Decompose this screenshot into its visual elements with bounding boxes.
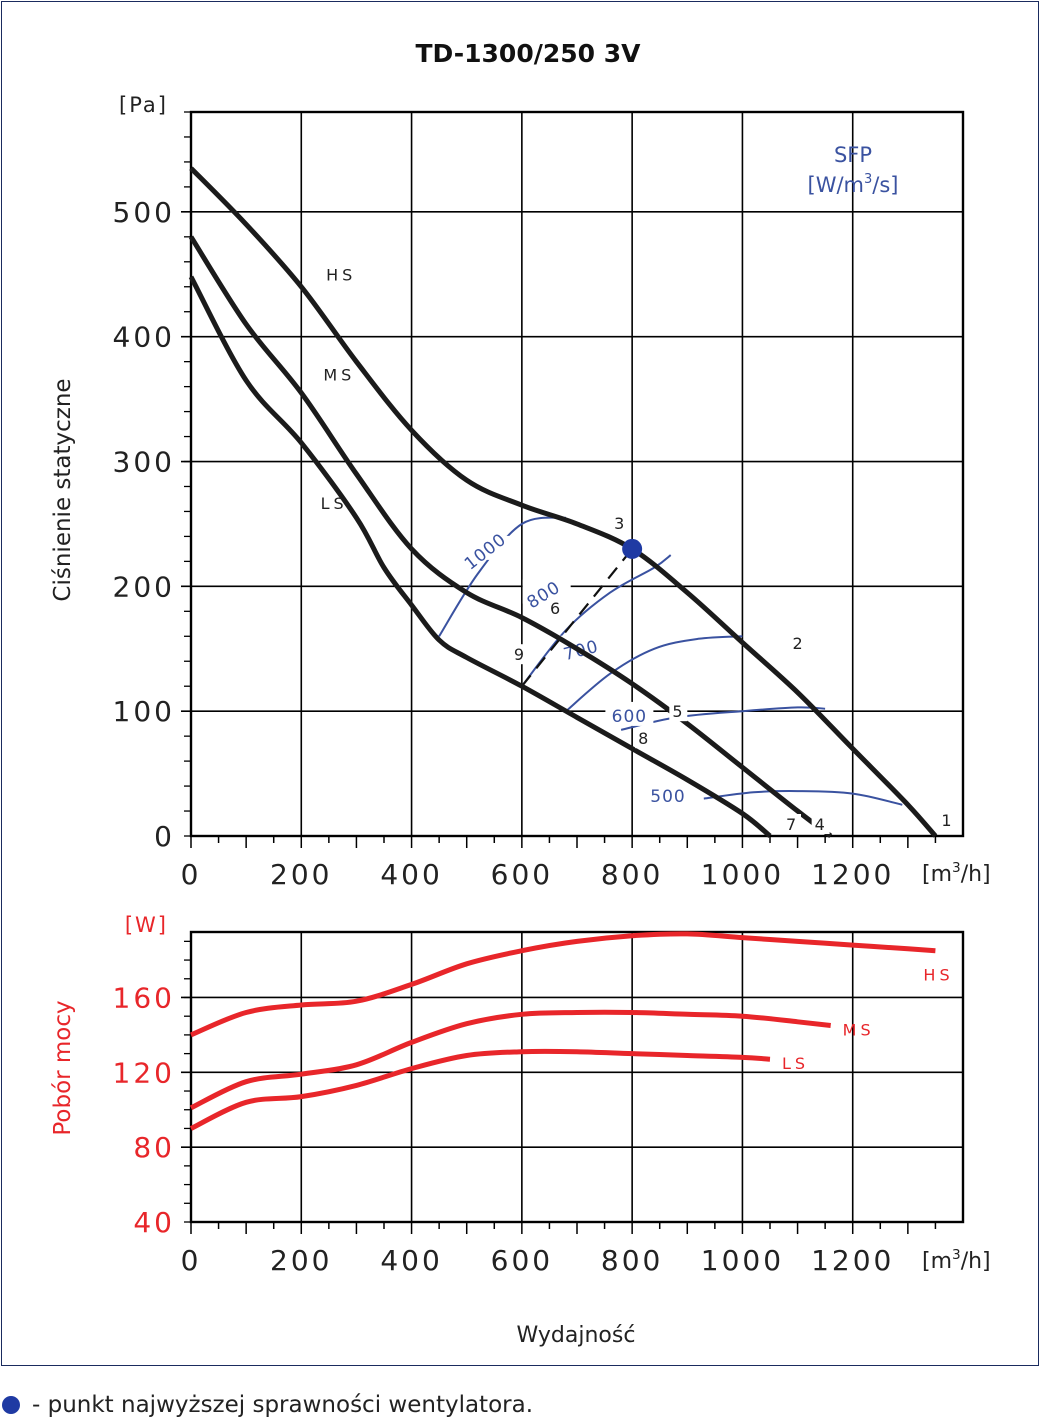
pressure-ytick-label: 100 — [113, 695, 175, 728]
best-efficiency-point — [622, 538, 643, 559]
power-xtick-label: 1200 — [811, 1244, 894, 1277]
pressure-ytick-label: 200 — [113, 570, 175, 603]
sfp-title: SFP — [834, 143, 872, 167]
legend-note: - punkt najwyższej sprawności wentylator… — [2, 1390, 533, 1420]
power-ytick-label: 120 — [113, 1056, 175, 1089]
point-label-3: 3 — [614, 514, 624, 533]
point-label-bg-1 — [938, 810, 957, 830]
chart-frame — [1, 1, 1039, 1366]
point-label-bg-6 — [546, 597, 565, 618]
power-curve-label-HS: HS — [923, 966, 953, 985]
pressure-x-unit: [m3/h] — [922, 860, 991, 887]
pressure-curve-label-LS: LS — [321, 494, 348, 513]
sfp-label-bg-500 — [643, 781, 692, 806]
pressure-xtick-label: 600 — [491, 858, 553, 891]
point-label-bg-3 — [611, 512, 630, 533]
point-label-7: 7 — [786, 815, 796, 834]
pressure-curve-label-MS: MS — [323, 365, 355, 384]
sfp-label-600: 600 — [612, 707, 647, 727]
power-xtick-label: 1000 — [701, 1244, 784, 1277]
power-y-axis-title: Pobór mocy — [50, 1000, 76, 1135]
power-x-unit: [m3/h] — [922, 1247, 991, 1274]
sfp-line-700 — [565, 635, 743, 712]
point-label-bg-8 — [635, 728, 654, 749]
point-label-bg-9 — [510, 644, 529, 665]
pressure-xtick-label: 800 — [601, 858, 663, 891]
point-label-1: 1 — [941, 811, 951, 830]
power-xtick-label: 600 — [491, 1244, 553, 1277]
point-label-bg-5 — [669, 701, 688, 722]
power-ytick-label: 80 — [133, 1131, 175, 1164]
power-xtick-label: 400 — [380, 1244, 442, 1277]
sfp-line-800 — [521, 554, 672, 687]
sfp-label-500: 500 — [650, 787, 685, 807]
power-ytick-label: 160 — [113, 981, 175, 1014]
sfp-line-600 — [620, 706, 826, 731]
power-curve-label-MS: MS — [843, 1021, 875, 1040]
pressure-y-unit: [Pa] — [119, 93, 168, 117]
fan-performance-chart: TD-1300/250 3V0 200 400 600 800 1000 120001002… — [50, 39, 991, 1348]
legend-note-text: - punkt najwyższej sprawności wentylator… — [32, 1392, 534, 1418]
sfp-label-bg-1000 — [464, 535, 513, 560]
power-xtick-label: 800 — [601, 1244, 663, 1277]
sfp-line-500 — [703, 790, 903, 806]
pressure-xtick-label: 200 — [270, 858, 332, 891]
power-ytick-label: 40 — [133, 1206, 175, 1239]
sfp-label-bg-600 — [605, 701, 654, 726]
power-curve-LS — [189, 1048, 771, 1131]
power-curve-MS — [189, 1009, 831, 1111]
point-label-2: 2 — [793, 634, 803, 653]
power-plot-border — [189, 930, 965, 1224]
sfp-unit: [W/m3/s] — [808, 172, 899, 197]
point-label-bg-7 — [783, 814, 801, 834]
point-label-4: 4 — [815, 815, 825, 834]
pressure-curve-MS — [188, 235, 833, 839]
best-efficiency-point-marker — [2, 1396, 20, 1414]
pressure-xtick-label: 400 — [380, 858, 442, 891]
chart-title: TD-1300/250 3V — [416, 39, 642, 68]
pressure-ytick-label: 0 — [154, 820, 175, 853]
pressure-curve-LS — [188, 275, 772, 838]
power-curve-label-LS: LS — [782, 1054, 809, 1073]
pressure-xtick-label: 0 — [181, 858, 202, 891]
system-line — [520, 548, 634, 687]
pressure-ytick-label: 500 — [113, 196, 175, 229]
power-y-unit: [W] — [125, 913, 168, 937]
point-label-8: 8 — [638, 729, 648, 748]
power-xtick-label: 200 — [270, 1244, 332, 1277]
pressure-ytick-label: 300 — [113, 446, 175, 479]
pressure-xtick-label: 1000 — [701, 858, 784, 891]
pressure-curve-label-HS: HS — [326, 266, 356, 285]
pressure-xtick-label: 1200 — [811, 858, 894, 891]
power-x-axis-title: Wydajność — [517, 1323, 636, 1348]
point-label-9: 9 — [514, 645, 524, 664]
pressure-plot-border — [189, 110, 965, 838]
point-label-6: 6 — [550, 599, 560, 618]
point-label-bg-2 — [789, 633, 808, 653]
pressure-y-axis-title: Ciśnienie statyczne — [50, 378, 76, 601]
point-label-bg-4 — [811, 814, 830, 834]
pressure-ytick-label: 400 — [113, 321, 175, 354]
power-xtick-label: 0 — [181, 1244, 202, 1277]
power-curve-HS — [190, 931, 936, 1038]
pressure-curve-HS — [189, 166, 938, 838]
point-label-5: 5 — [672, 702, 682, 721]
